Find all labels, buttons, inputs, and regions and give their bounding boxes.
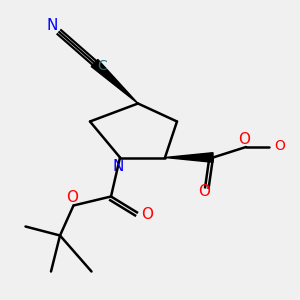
Text: O: O xyxy=(238,132,250,147)
Text: C: C xyxy=(97,59,107,73)
Text: N: N xyxy=(113,159,124,174)
Text: O: O xyxy=(274,139,285,152)
Text: O: O xyxy=(141,207,153,222)
Polygon shape xyxy=(91,59,138,104)
Polygon shape xyxy=(165,153,213,162)
Text: N: N xyxy=(47,18,58,33)
Text: O: O xyxy=(198,184,210,200)
Text: O: O xyxy=(66,190,78,206)
